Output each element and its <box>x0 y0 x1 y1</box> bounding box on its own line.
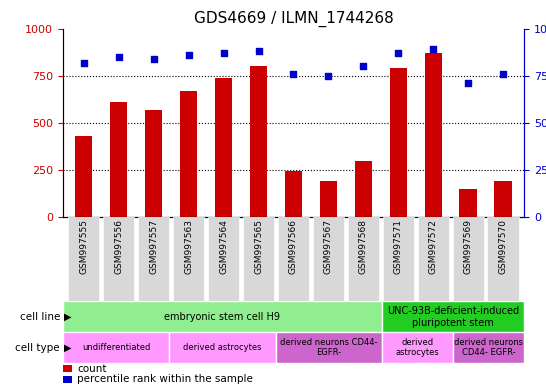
Bar <box>63 376 73 383</box>
Text: GSM997565: GSM997565 <box>254 220 263 275</box>
Bar <box>320 181 337 217</box>
Text: GSM997567: GSM997567 <box>324 220 333 275</box>
Text: GSM997570: GSM997570 <box>498 220 508 275</box>
Text: UNC-93B-deficient-induced
pluripotent stem: UNC-93B-deficient-induced pluripotent st… <box>387 306 519 328</box>
FancyBboxPatch shape <box>103 217 134 301</box>
Point <box>149 56 158 62</box>
Bar <box>495 181 512 217</box>
FancyBboxPatch shape <box>208 217 239 301</box>
Text: GSM997555: GSM997555 <box>79 220 88 275</box>
Text: undifferentiated: undifferentiated <box>82 343 150 352</box>
Bar <box>180 91 197 217</box>
Bar <box>63 301 382 332</box>
Text: embryonic stem cell H9: embryonic stem cell H9 <box>164 312 281 322</box>
FancyBboxPatch shape <box>418 217 449 301</box>
Bar <box>110 102 127 217</box>
Bar <box>355 161 372 217</box>
Point <box>79 60 88 66</box>
Bar <box>425 53 442 217</box>
FancyBboxPatch shape <box>313 217 344 301</box>
Text: GSM997572: GSM997572 <box>429 220 438 275</box>
Bar <box>453 332 524 363</box>
Bar <box>63 365 73 372</box>
FancyBboxPatch shape <box>173 217 204 301</box>
Point <box>359 63 368 70</box>
Point <box>429 46 438 53</box>
Point <box>289 71 298 77</box>
FancyBboxPatch shape <box>348 217 379 301</box>
FancyBboxPatch shape <box>138 217 169 301</box>
Text: derived
astrocytes: derived astrocytes <box>396 338 440 357</box>
Text: ▶: ▶ <box>64 312 72 322</box>
Text: GSM997571: GSM997571 <box>394 220 403 275</box>
Bar <box>145 110 162 217</box>
Text: ▶: ▶ <box>64 343 72 353</box>
Point <box>499 71 508 77</box>
FancyBboxPatch shape <box>453 217 484 301</box>
Bar <box>276 332 382 363</box>
Bar <box>284 171 302 217</box>
Text: percentile rank within the sample: percentile rank within the sample <box>78 374 253 384</box>
Text: derived neurons CD44-
EGFR-: derived neurons CD44- EGFR- <box>280 338 378 357</box>
Bar <box>63 332 169 363</box>
Text: count: count <box>78 364 107 374</box>
Bar <box>390 68 407 217</box>
FancyBboxPatch shape <box>243 217 274 301</box>
Title: GDS4669 / ILMN_1744268: GDS4669 / ILMN_1744268 <box>194 11 393 27</box>
FancyBboxPatch shape <box>383 217 414 301</box>
Text: GSM997564: GSM997564 <box>219 220 228 275</box>
Point <box>464 80 473 86</box>
Text: GSM997569: GSM997569 <box>464 220 473 275</box>
Bar <box>250 66 267 217</box>
Bar <box>215 78 232 217</box>
Text: GSM997557: GSM997557 <box>149 220 158 275</box>
Text: cell line: cell line <box>20 312 60 322</box>
Point <box>114 54 123 60</box>
Text: derived astrocytes: derived astrocytes <box>183 343 262 352</box>
Text: derived neurons
CD44- EGFR-: derived neurons CD44- EGFR- <box>454 338 523 357</box>
Bar <box>169 332 276 363</box>
Point <box>394 50 403 56</box>
Text: GSM997556: GSM997556 <box>114 220 123 275</box>
Point <box>324 73 333 79</box>
Bar <box>460 189 477 217</box>
Text: GSM997568: GSM997568 <box>359 220 368 275</box>
Point <box>254 48 263 55</box>
Point <box>184 52 193 58</box>
Bar <box>75 136 92 217</box>
Text: GSM997563: GSM997563 <box>184 220 193 275</box>
Bar <box>382 301 524 332</box>
Bar <box>382 332 453 363</box>
Point <box>219 50 228 56</box>
Text: GSM997566: GSM997566 <box>289 220 298 275</box>
FancyBboxPatch shape <box>488 217 519 301</box>
FancyBboxPatch shape <box>278 217 309 301</box>
FancyBboxPatch shape <box>68 217 99 301</box>
Text: cell type: cell type <box>15 343 60 353</box>
